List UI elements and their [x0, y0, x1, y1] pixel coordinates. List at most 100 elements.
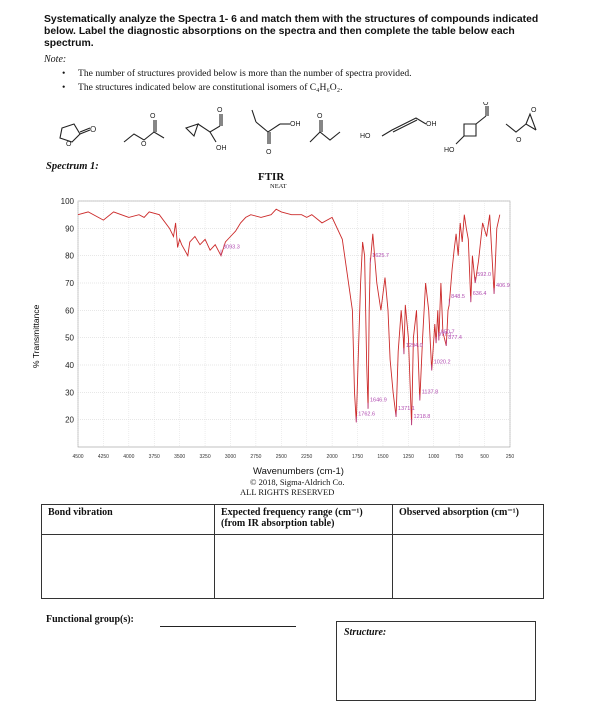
copyright-line-2: ALL RIGHTS RESERVED [240, 487, 335, 497]
structure-6: HO OH [360, 117, 437, 140]
peak-label: 848.5 [451, 294, 465, 300]
structure-8: O O [505, 107, 537, 144]
y-tick-label: 30 [65, 388, 74, 397]
peak-label: 3093.3 [223, 245, 240, 251]
peak-label: 1294.0 [406, 343, 423, 349]
peak-label: 1646.9 [370, 398, 387, 404]
peak-label: 1137.8 [422, 390, 438, 396]
peak-annotation: 977.7 [435, 332, 452, 344]
x-tick-label: 4500 [72, 454, 83, 460]
svg-text:O: O [90, 125, 96, 134]
ho-label: HO [444, 147, 455, 154]
structure-7: O HO [444, 102, 489, 154]
header-observed: Observed absorption (cm⁻¹) [392, 504, 544, 535]
x-tick-label: 2750 [250, 454, 261, 460]
x-tick-label: 1500 [377, 454, 388, 460]
y-tick-label: 100 [61, 197, 75, 206]
peak-annotation: 877.4 [445, 335, 462, 346]
svg-text:O: O [141, 141, 147, 148]
peak-annotation: 1646.9 [367, 398, 387, 409]
copyright-line-1: © 2018, Sigma-Aldrich Co. [250, 477, 345, 487]
peak-annotation: 848.5 [448, 294, 465, 305]
x-tick-label: 750 [455, 454, 464, 460]
chart-grid [77, 200, 511, 448]
cell-bond-vibration[interactable] [41, 534, 215, 599]
oh-label: OH [290, 121, 301, 128]
y-tick-label: 60 [65, 306, 74, 315]
instructions: Systematically analyze the Spectra 1- 6 … [44, 14, 539, 49]
cell-observed[interactable] [392, 534, 544, 599]
structure-5: O [309, 113, 341, 143]
svg-text:O: O [483, 102, 489, 107]
peak-label: 636.4 [473, 291, 487, 297]
y-axis-label: % Transmittance [31, 304, 41, 368]
peak-annotations: 3093.3 1625.7 592.0 406.9 848.5 636.4 977.7 129… [220, 245, 510, 426]
ho-label: HO [360, 133, 371, 140]
peak-label: 406.9 [496, 283, 510, 289]
peak-label: 1218.8 [414, 414, 431, 420]
x-tick-label: 4000 [123, 454, 134, 460]
peak-annotation: 950.7 [438, 329, 455, 341]
svg-text:O: O [150, 113, 156, 120]
y-tick-label: 80 [65, 252, 74, 261]
header-bond-vibration: Bond vibration [41, 504, 215, 535]
x-tick-label: 250 [506, 454, 515, 460]
y-tick-label: 40 [65, 361, 74, 370]
x-tick-label: 3500 [174, 454, 185, 460]
oh-label: OH [426, 121, 437, 128]
peak-annotation: 636.4 [470, 291, 487, 303]
peak-label: 877.4 [448, 335, 462, 341]
x-tick-label: 2250 [301, 454, 312, 460]
svg-text:O: O [66, 141, 72, 148]
peak-annotation: 1371.1 [395, 406, 415, 417]
peak-label: 1020.2 [434, 359, 451, 365]
x-tick-label: 3750 [149, 454, 160, 460]
note-label: Note: [44, 54, 67, 65]
peak-annotation: 3093.3 [220, 245, 240, 256]
structure-4: O OH [251, 109, 301, 156]
peak-annotation: 1137.8 [419, 390, 438, 401]
axis-ticks: 20 30 40 50 60 70 80 90 100 4500 4250 4000 3750 3500 3… [61, 197, 515, 460]
chart-title: FTIR [258, 171, 285, 183]
x-tick-label: 3000 [225, 454, 236, 460]
peak-annotation: 1218.8 [411, 414, 431, 426]
peak-annotation: 406.9 [493, 283, 510, 294]
peak-label: 1371.1 [398, 406, 415, 412]
peak-annotation: 1625.7 [369, 253, 389, 264]
bullet-item: • The structures indicated below are cons… [62, 82, 343, 93]
spectrum-line [77, 208, 501, 426]
peak-annotation: 1294.0 [403, 343, 423, 355]
oh-label: OH [216, 145, 227, 152]
analysis-table: Bond vibration Expected frequency range … [41, 504, 544, 599]
functional-group-blank[interactable] [160, 626, 296, 627]
svg-text:O: O [516, 137, 522, 144]
x-tick-label: 1750 [352, 454, 363, 460]
bullet-item: • The number of structures provided below… [62, 68, 412, 79]
structure-label: Structure: [344, 627, 387, 638]
spectrum-title: Spectrum 1: [46, 161, 99, 172]
svg-text:O: O [531, 107, 537, 114]
x-tick-label: 2000 [327, 454, 338, 460]
structure-1: O O [59, 123, 96, 148]
peak-annotation: 1020.2 [431, 359, 451, 371]
chart-subtitle: NEAT [270, 183, 287, 190]
peak-label: 1762.6 [358, 411, 375, 417]
cell-expected-range[interactable] [214, 534, 393, 599]
x-tick-label: 2500 [276, 454, 287, 460]
x-tick-label: 3250 [199, 454, 210, 460]
header-expected-range: Expected frequency range (cm⁻¹) (from IR… [214, 504, 393, 535]
functional-group-label: Functional group(s): [46, 614, 134, 625]
x-tick-label: 1000 [428, 454, 439, 460]
x-tick-label: 1250 [403, 454, 414, 460]
svg-text:O: O [266, 149, 272, 156]
header-expected-range-title: Expected frequency range (cm⁻¹) [221, 507, 363, 518]
y-tick-label: 50 [65, 334, 74, 343]
structures-row: O O O O O OH O OH O HO OH [59, 102, 537, 156]
peak-label: 977.7 [438, 332, 452, 338]
y-tick-label: 20 [65, 416, 74, 425]
structure-2: O O [123, 113, 165, 148]
plot-frame [77, 200, 511, 448]
peak-annotation: 592.0 [474, 272, 491, 283]
bullet-text: The number of structures provided below … [78, 68, 412, 79]
x-tick-label: 4250 [98, 454, 109, 460]
